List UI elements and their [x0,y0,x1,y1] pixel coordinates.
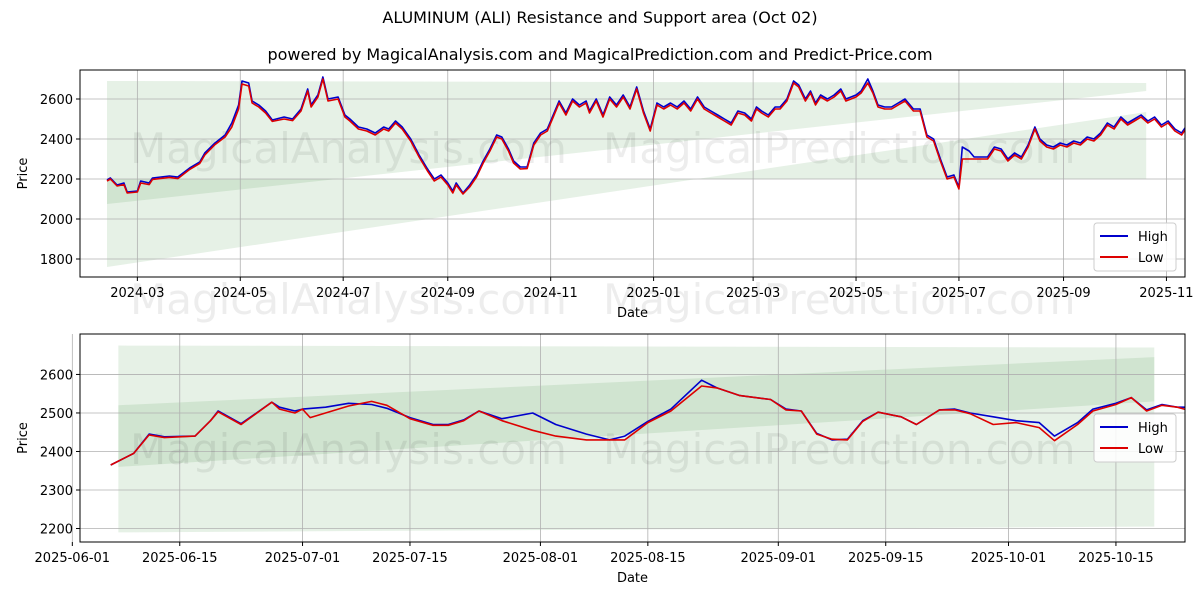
x-tick-label: 2025-10-01 [971,551,1047,566]
x-tick-label: 2025-07-15 [372,551,448,566]
watermark-text: MagicalAnalysis.com [130,275,567,324]
x-tick-label: 2024-11 [524,286,578,301]
watermark-text: MagicalAnalysis.com [130,124,567,173]
y-tick-label: 2300 [40,484,73,499]
x-tick-label: 2025-08-15 [610,551,686,566]
y-tick-label: 2400 [40,445,73,460]
series-line-low [106,78,1185,195]
legend-label-low: Low [1138,251,1164,266]
chart-panel-bottom: MagicalAnalysis.com MagicalPrediction.com… [16,333,1186,586]
x-tick-label: 2024-03 [110,286,164,301]
x-tick-label: 2025-09-15 [848,551,924,566]
y-tick-label: 2200 [40,173,73,188]
figure-subtitle: powered by MagicalAnalysis.com and Magic… [267,45,933,64]
x-tick-label: 2024-07 [316,286,370,301]
x-axis-label: Date [617,571,648,586]
watermark-text: MagicalPrediction.com [603,275,1076,324]
x-tick-label: 2025-06-01 [35,551,111,566]
y-tick-label: 2600 [40,368,73,383]
y-tick-label: 2500 [40,407,73,422]
plot-frame [79,69,1186,278]
x-tick-label: 2025-09 [1036,286,1090,301]
x-tick-label: 2025-10-15 [1078,551,1154,566]
x-tick-label: 2024-05 [213,286,267,301]
x-tick-label: 2025-11 [1139,286,1193,301]
y-tick-label: 2400 [40,133,73,148]
watermark-text: MagicalAnalysis.com [130,425,567,474]
y-tick-label: 1800 [40,253,73,268]
y-tick-label: 2200 [40,523,73,538]
legend-label-low: Low [1138,442,1164,457]
band-support [106,112,1147,267]
series-line-low [110,385,1185,466]
x-tick-label: 2025-01 [626,286,680,301]
chart-panel-top: MagicalAnalysis.com MagicalPrediction.com… [16,69,1194,324]
y-tick-label: 2000 [40,213,73,228]
x-tick-label: 2024-09 [421,286,475,301]
x-tick-label: 2025-09-01 [741,551,817,566]
legend-label-high: High [1138,230,1168,245]
plot-frame [79,333,1186,543]
x-axis-label: Date [617,306,648,321]
band-resistance [118,357,1155,467]
band-support [118,345,1155,533]
x-tick-label: 2025-05 [829,286,883,301]
figure-title: ALUMINUM (ALI) Resistance and Support ar… [382,8,818,27]
x-tick-label: 2025-06-15 [142,551,218,566]
y-tick-label: 2600 [40,93,73,108]
watermark-text: MagicalPrediction.com [603,425,1076,474]
x-tick-label: 2025-03 [726,286,780,301]
y-axis-label: Price [16,158,31,190]
x-tick-label: 2025-08-01 [503,551,579,566]
band-resistance [106,81,1147,204]
x-tick-label: 2025-07 [932,286,986,301]
x-tick-label: 2025-07-01 [265,551,341,566]
legend-label-high: High [1138,421,1168,436]
y-axis-label: Price [16,422,31,454]
watermark-text: MagicalPrediction.com [603,124,1076,173]
